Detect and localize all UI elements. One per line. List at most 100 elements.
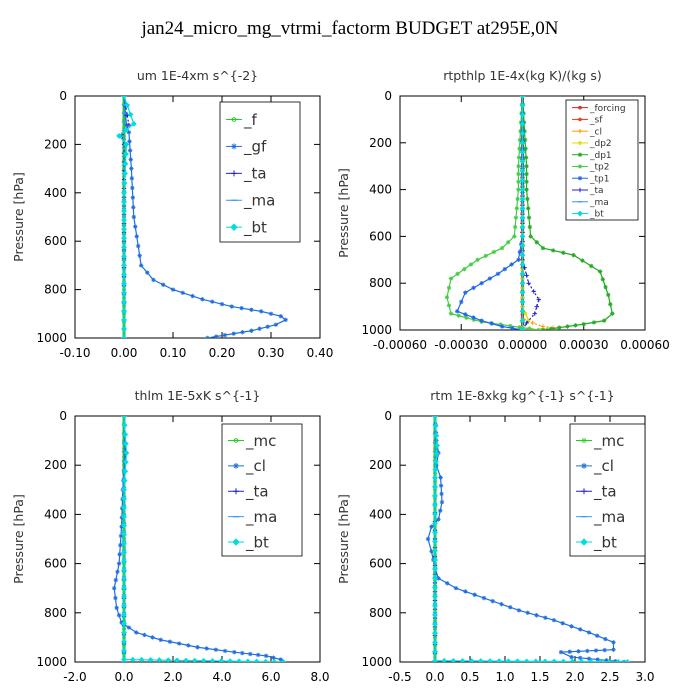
series-line [118, 96, 135, 338]
data-point [569, 654, 574, 660]
data-point [122, 431, 129, 438]
legend-box [221, 423, 303, 557]
panel-title: rtm 1E-8xkg kg^{-1} s^{-1} [430, 388, 614, 403]
legend-marker [577, 128, 583, 134]
x-tick-label: 2.5 [600, 670, 619, 684]
y-tick-label: 800 [44, 283, 67, 297]
data-point [432, 593, 438, 600]
data-point [508, 605, 513, 610]
legend-item: _tp1 [572, 174, 609, 184]
data-point [519, 205, 526, 212]
data-point [432, 529, 438, 536]
data-point [170, 287, 176, 292]
legend: _f _gf _ta _ma _bt [219, 101, 301, 243]
legend-marker [230, 223, 238, 231]
legend-label: _ta [589, 186, 604, 196]
data-point [472, 592, 477, 597]
y-tick-label: 1000 [361, 655, 392, 669]
y-tick-label: 0 [384, 409, 392, 423]
legend-label: _dp1 [589, 151, 612, 161]
data-point [581, 321, 586, 327]
data-point [519, 196, 526, 202]
data-point [121, 576, 127, 583]
series-gf [121, 96, 288, 338]
data-point [432, 466, 439, 473]
data-point [519, 242, 526, 249]
data-point [490, 598, 495, 604]
data-point [519, 214, 526, 221]
data-point [446, 303, 452, 308]
legend-item: _ma [576, 508, 625, 527]
y-tick-label: 1000 [361, 323, 392, 337]
data-point [591, 320, 597, 325]
x-tick-label: 0.0 [425, 670, 444, 684]
y-tick-label: 0 [384, 89, 392, 103]
data-point [128, 157, 133, 162]
panel-title: rtpthlp 1E-4x(kg K)/(kg s) [443, 68, 602, 83]
data-point [156, 657, 163, 662]
y-tick-label: 200 [369, 458, 392, 472]
data-point [113, 577, 119, 583]
data-point [519, 224, 526, 230]
legend-label: _tp1 [589, 174, 609, 184]
data-point [526, 215, 532, 220]
data-point [434, 442, 441, 449]
legend: _mc _cl _ta _ma _bt [569, 423, 646, 557]
series-line [456, 96, 524, 330]
data-point [597, 269, 603, 274]
legend-label: _bt [593, 533, 617, 552]
data-point [534, 240, 539, 245]
data-point [247, 651, 253, 657]
data-point [445, 581, 450, 586]
data-point [515, 196, 520, 202]
data-point [603, 636, 608, 642]
data-point [121, 280, 127, 287]
data-point [432, 630, 438, 637]
data-point [586, 656, 592, 661]
y-axis-label: Pressure [hPa] [336, 168, 351, 258]
data-point [432, 492, 438, 499]
data-point [210, 299, 215, 304]
data-point [516, 187, 521, 192]
legend-item: _ta [226, 165, 267, 184]
data-point [510, 326, 515, 330]
plot-area [425, 416, 631, 662]
data-point [531, 289, 536, 294]
legend-marker [578, 141, 582, 145]
legend-label: _ma [243, 192, 275, 211]
data-point [167, 639, 173, 644]
data-point [524, 164, 529, 169]
data-point [526, 281, 531, 286]
data-point [585, 648, 590, 654]
legend-label: _sf [589, 116, 603, 126]
data-point [509, 262, 514, 267]
data-point [121, 567, 127, 574]
data-point [138, 263, 144, 268]
data-point [121, 603, 127, 609]
data-point [123, 126, 130, 133]
legend-label: _cl [589, 127, 602, 137]
data-point [240, 329, 245, 335]
data-point [121, 422, 128, 429]
y-tick-label: 600 [44, 234, 67, 248]
data-point [280, 659, 287, 662]
data-point [218, 658, 225, 662]
data-point [183, 657, 189, 662]
legend-marker [231, 170, 237, 177]
data-point [249, 307, 254, 312]
legend-label: _ta [245, 483, 269, 502]
data-point [121, 531, 127, 538]
data-point [271, 658, 278, 662]
data-point [532, 658, 539, 662]
data-point [479, 281, 484, 286]
data-point [569, 624, 574, 629]
data-point [519, 158, 526, 165]
series-bt [116, 96, 137, 338]
data-point [432, 575, 438, 582]
legend-marker [577, 152, 583, 157]
data-point [567, 649, 572, 654]
y-tick-label: 200 [369, 136, 392, 150]
legend-label: _bt [589, 210, 604, 220]
legend-marker [577, 176, 583, 181]
data-point [137, 253, 142, 258]
